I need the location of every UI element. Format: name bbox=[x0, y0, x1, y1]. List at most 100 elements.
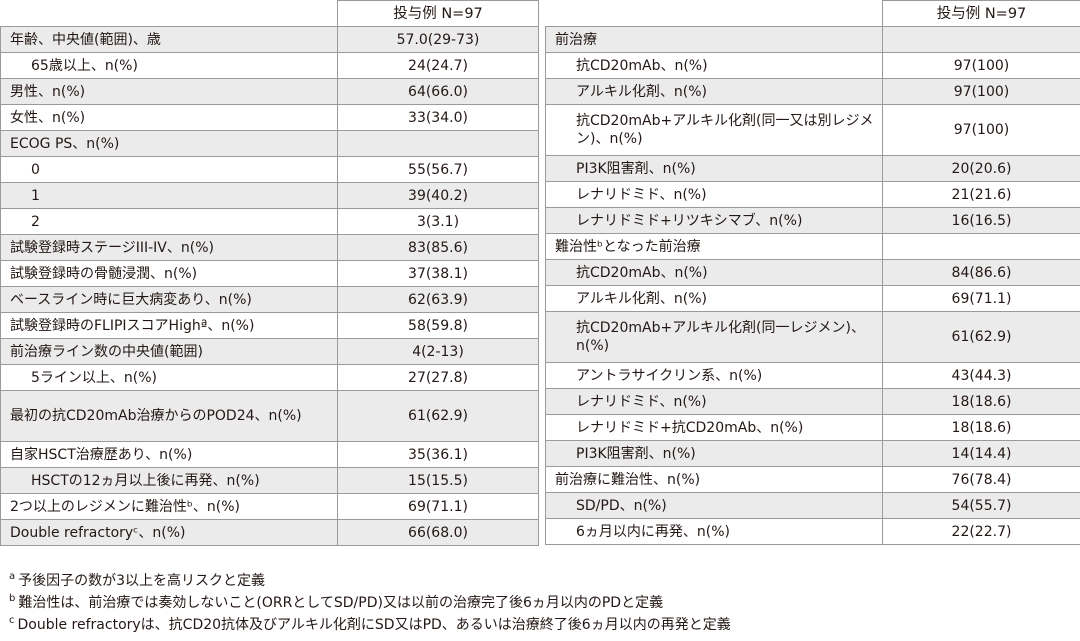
row-value: 20(20.6) bbox=[882, 155, 1080, 182]
table-row: レナリドミド+抗CD20mAb、n(%) 18(18.6) bbox=[545, 414, 1080, 441]
row-value: 61(62.9) bbox=[337, 390, 539, 442]
row-label: 年齢、中央値(範囲)、歳 bbox=[0, 26, 338, 53]
row-value: 16(16.5) bbox=[882, 207, 1080, 234]
row-label: 65歳以上、n(%) bbox=[0, 52, 338, 79]
table-row: 女性、n(%) 33(34.0) bbox=[0, 104, 539, 131]
table-row: PI3K阻害剤、n(%) 14(14.4) bbox=[545, 440, 1080, 467]
table-row: 抗CD20mAb、n(%) 84(86.6) bbox=[545, 259, 1080, 286]
row-label: レナリドミド+抗CD20mAb、n(%) bbox=[545, 414, 883, 441]
row-label: 抗CD20mAb+アルキル化剤(同一又は別レジメン)、n(%) bbox=[545, 104, 883, 156]
table-row: 65歳以上、n(%) 24(24.7) bbox=[0, 52, 539, 79]
row-value: 76(78.4) bbox=[882, 466, 1080, 493]
table-row: アルキル化剤、n(%) 97(100) bbox=[545, 78, 1080, 105]
row-label: 2 bbox=[0, 208, 338, 235]
row-label: PI3K阻害剤、n(%) bbox=[545, 155, 883, 182]
row-value: 97(100) bbox=[882, 104, 1080, 156]
row-value: 22(22.7) bbox=[882, 518, 1080, 545]
footnote-text: 難治性は、前治療では奏効しないこと(ORRとしてSD/PD)又は以前の治療完了後… bbox=[18, 595, 664, 611]
row-value: 57.0(29-73) bbox=[337, 26, 539, 53]
row-label: アルキル化剤、n(%) bbox=[545, 78, 883, 105]
table-row: レナリドミド+リツキシマブ、n(%) 16(16.5) bbox=[545, 207, 1080, 234]
table-row: Double refractoryᶜ、n(%) 66(68.0) bbox=[0, 519, 539, 546]
table-row: ベースライン時に巨大病変あり、n(%) 62(63.9) bbox=[0, 286, 539, 313]
row-label: 試験登録時の骨髄浸潤、n(%) bbox=[0, 260, 338, 287]
footnote-text: Double refractoryは、抗CD20抗体及びアルキル化剤にSD又はP… bbox=[17, 617, 731, 633]
table-row: ECOG PS、n(%) bbox=[0, 130, 539, 157]
table-row: 前治療に難治性、n(%) 76(78.4) bbox=[545, 466, 1080, 493]
row-value: 84(86.6) bbox=[882, 259, 1080, 286]
row-value: 18(18.6) bbox=[882, 414, 1080, 441]
row-value: 15(15.5) bbox=[337, 467, 539, 494]
row-label: アントラサイクリン系、n(%) bbox=[545, 362, 883, 389]
row-label: 最初の抗CD20mAb治療からのPOD24、n(%) bbox=[0, 390, 338, 442]
table-row: 前治療 bbox=[545, 26, 1080, 53]
row-value: 55(56.7) bbox=[337, 156, 539, 183]
table-row: 5ライン以上、n(%) 27(27.8) bbox=[0, 364, 539, 391]
footnote: a 予後因子の数が3以上を高リスクと定義 bbox=[9, 570, 1069, 592]
table-row: レナリドミド、n(%) 21(21.6) bbox=[545, 181, 1080, 208]
table-row: HSCTの12ヵ月以上後に再発、n(%) 15(15.5) bbox=[0, 467, 539, 494]
table-row: アントラサイクリン系、n(%) 43(44.3) bbox=[545, 362, 1080, 389]
footnotes: a 予後因子の数が3以上を高リスクと定義 b 難治性は、前治療では奏効しないこと(OR… bbox=[9, 570, 1069, 636]
footnote: b 難治性は、前治療では奏効しないこと(ORRとしてSD/PD)又は以前の治療完了… bbox=[9, 592, 1069, 614]
row-value: 54(55.7) bbox=[882, 492, 1080, 519]
table-row: SD/PD、n(%) 54(55.7) bbox=[545, 492, 1080, 519]
row-label: ECOG PS、n(%) bbox=[0, 130, 338, 157]
table-row: アルキル化剤、n(%) 69(71.1) bbox=[545, 285, 1080, 312]
table-row: 抗CD20mAb+アルキル化剤(同一又は別レジメン)、n(%) 97(100) bbox=[545, 104, 1080, 156]
row-value: 37(38.1) bbox=[337, 260, 539, 287]
row-label: 2つ以上のレジメンに難治性ᵇ、n(%) bbox=[0, 493, 338, 520]
header-blank-cell bbox=[545, 0, 883, 27]
baseline-characteristics-table: 投与例 N=97 年齢、中央値(範囲)、歳 57.0(29-73) 65歳以上、n(… bbox=[0, 0, 539, 546]
row-label: 1 bbox=[0, 182, 338, 209]
row-label: 前治療ライン数の中央値(範囲) bbox=[0, 338, 338, 365]
table-header-row: 投与例 N=97 bbox=[0, 0, 539, 27]
row-label: 0 bbox=[0, 156, 338, 183]
row-value: 62(63.9) bbox=[337, 286, 539, 313]
row-label: Double refractoryᶜ、n(%) bbox=[0, 519, 338, 546]
row-value: 35(36.1) bbox=[337, 441, 539, 468]
row-value: 83(85.6) bbox=[337, 234, 539, 261]
row-label: レナリドミド+リツキシマブ、n(%) bbox=[545, 207, 883, 234]
table-row: 難治性ᵇとなった前治療 bbox=[545, 233, 1080, 260]
row-value: 64(66.0) bbox=[337, 78, 539, 105]
row-label: 抗CD20mAb、n(%) bbox=[545, 52, 883, 79]
row-label: 難治性ᵇとなった前治療 bbox=[545, 233, 883, 260]
table-row: 年齢、中央値(範囲)、歳 57.0(29-73) bbox=[0, 26, 539, 53]
row-value: 21(21.6) bbox=[882, 181, 1080, 208]
header-value-cell: 投与例 N=97 bbox=[882, 0, 1080, 27]
row-label: PI3K阻害剤、n(%) bbox=[545, 440, 883, 467]
row-label: SD/PD、n(%) bbox=[545, 492, 883, 519]
footnote-mark: c bbox=[9, 615, 15, 627]
row-label: アルキル化剤、n(%) bbox=[545, 285, 883, 312]
table-row: 最初の抗CD20mAb治療からのPOD24、n(%) 61(62.9) bbox=[0, 390, 539, 442]
table-row: 1 39(40.2) bbox=[0, 182, 539, 209]
header-blank-cell bbox=[0, 0, 338, 27]
table-row: 試験登録時ステージIII-IV、n(%) 83(85.6) bbox=[0, 234, 539, 261]
row-value: 97(100) bbox=[882, 78, 1080, 105]
table-row: 6ヵ月以内に再発、n(%) 22(22.7) bbox=[545, 518, 1080, 545]
row-value bbox=[882, 233, 1080, 260]
row-label: 前治療 bbox=[545, 26, 883, 53]
row-value bbox=[882, 26, 1080, 53]
table-row: PI3K阻害剤、n(%) 20(20.6) bbox=[545, 155, 1080, 182]
row-value: 66(68.0) bbox=[337, 519, 539, 546]
table-row: 0 55(56.7) bbox=[0, 156, 539, 183]
row-label: レナリドミド、n(%) bbox=[545, 388, 883, 415]
footnote-mark: b bbox=[9, 593, 16, 605]
row-label: 前治療に難治性、n(%) bbox=[545, 466, 883, 493]
table-row: 自家HSCT治療歴あり、n(%) 35(36.1) bbox=[0, 441, 539, 468]
table-row: 抗CD20mAb+アルキル化剤(同一レジメン)、n(%) 61(62.9) bbox=[545, 311, 1080, 363]
table-row: 抗CD20mAb、n(%) 97(100) bbox=[545, 52, 1080, 79]
row-value: 24(24.7) bbox=[337, 52, 539, 79]
row-value: 18(18.6) bbox=[882, 388, 1080, 415]
footnote-text: 予後因子の数が3以上を高リスクと定義 bbox=[18, 573, 266, 589]
row-value: 39(40.2) bbox=[337, 182, 539, 209]
table-row: 男性、n(%) 64(66.0) bbox=[0, 78, 539, 105]
footnote-mark: a bbox=[9, 571, 16, 583]
table-row: 試験登録時のFLIPIスコアHighª、n(%) 58(59.8) bbox=[0, 312, 539, 339]
table-row: 前治療ライン数の中央値(範囲) 4(2-13) bbox=[0, 338, 539, 365]
table-row: 2つ以上のレジメンに難治性ᵇ、n(%) 69(71.1) bbox=[0, 493, 539, 520]
row-label: ベースライン時に巨大病変あり、n(%) bbox=[0, 286, 338, 313]
